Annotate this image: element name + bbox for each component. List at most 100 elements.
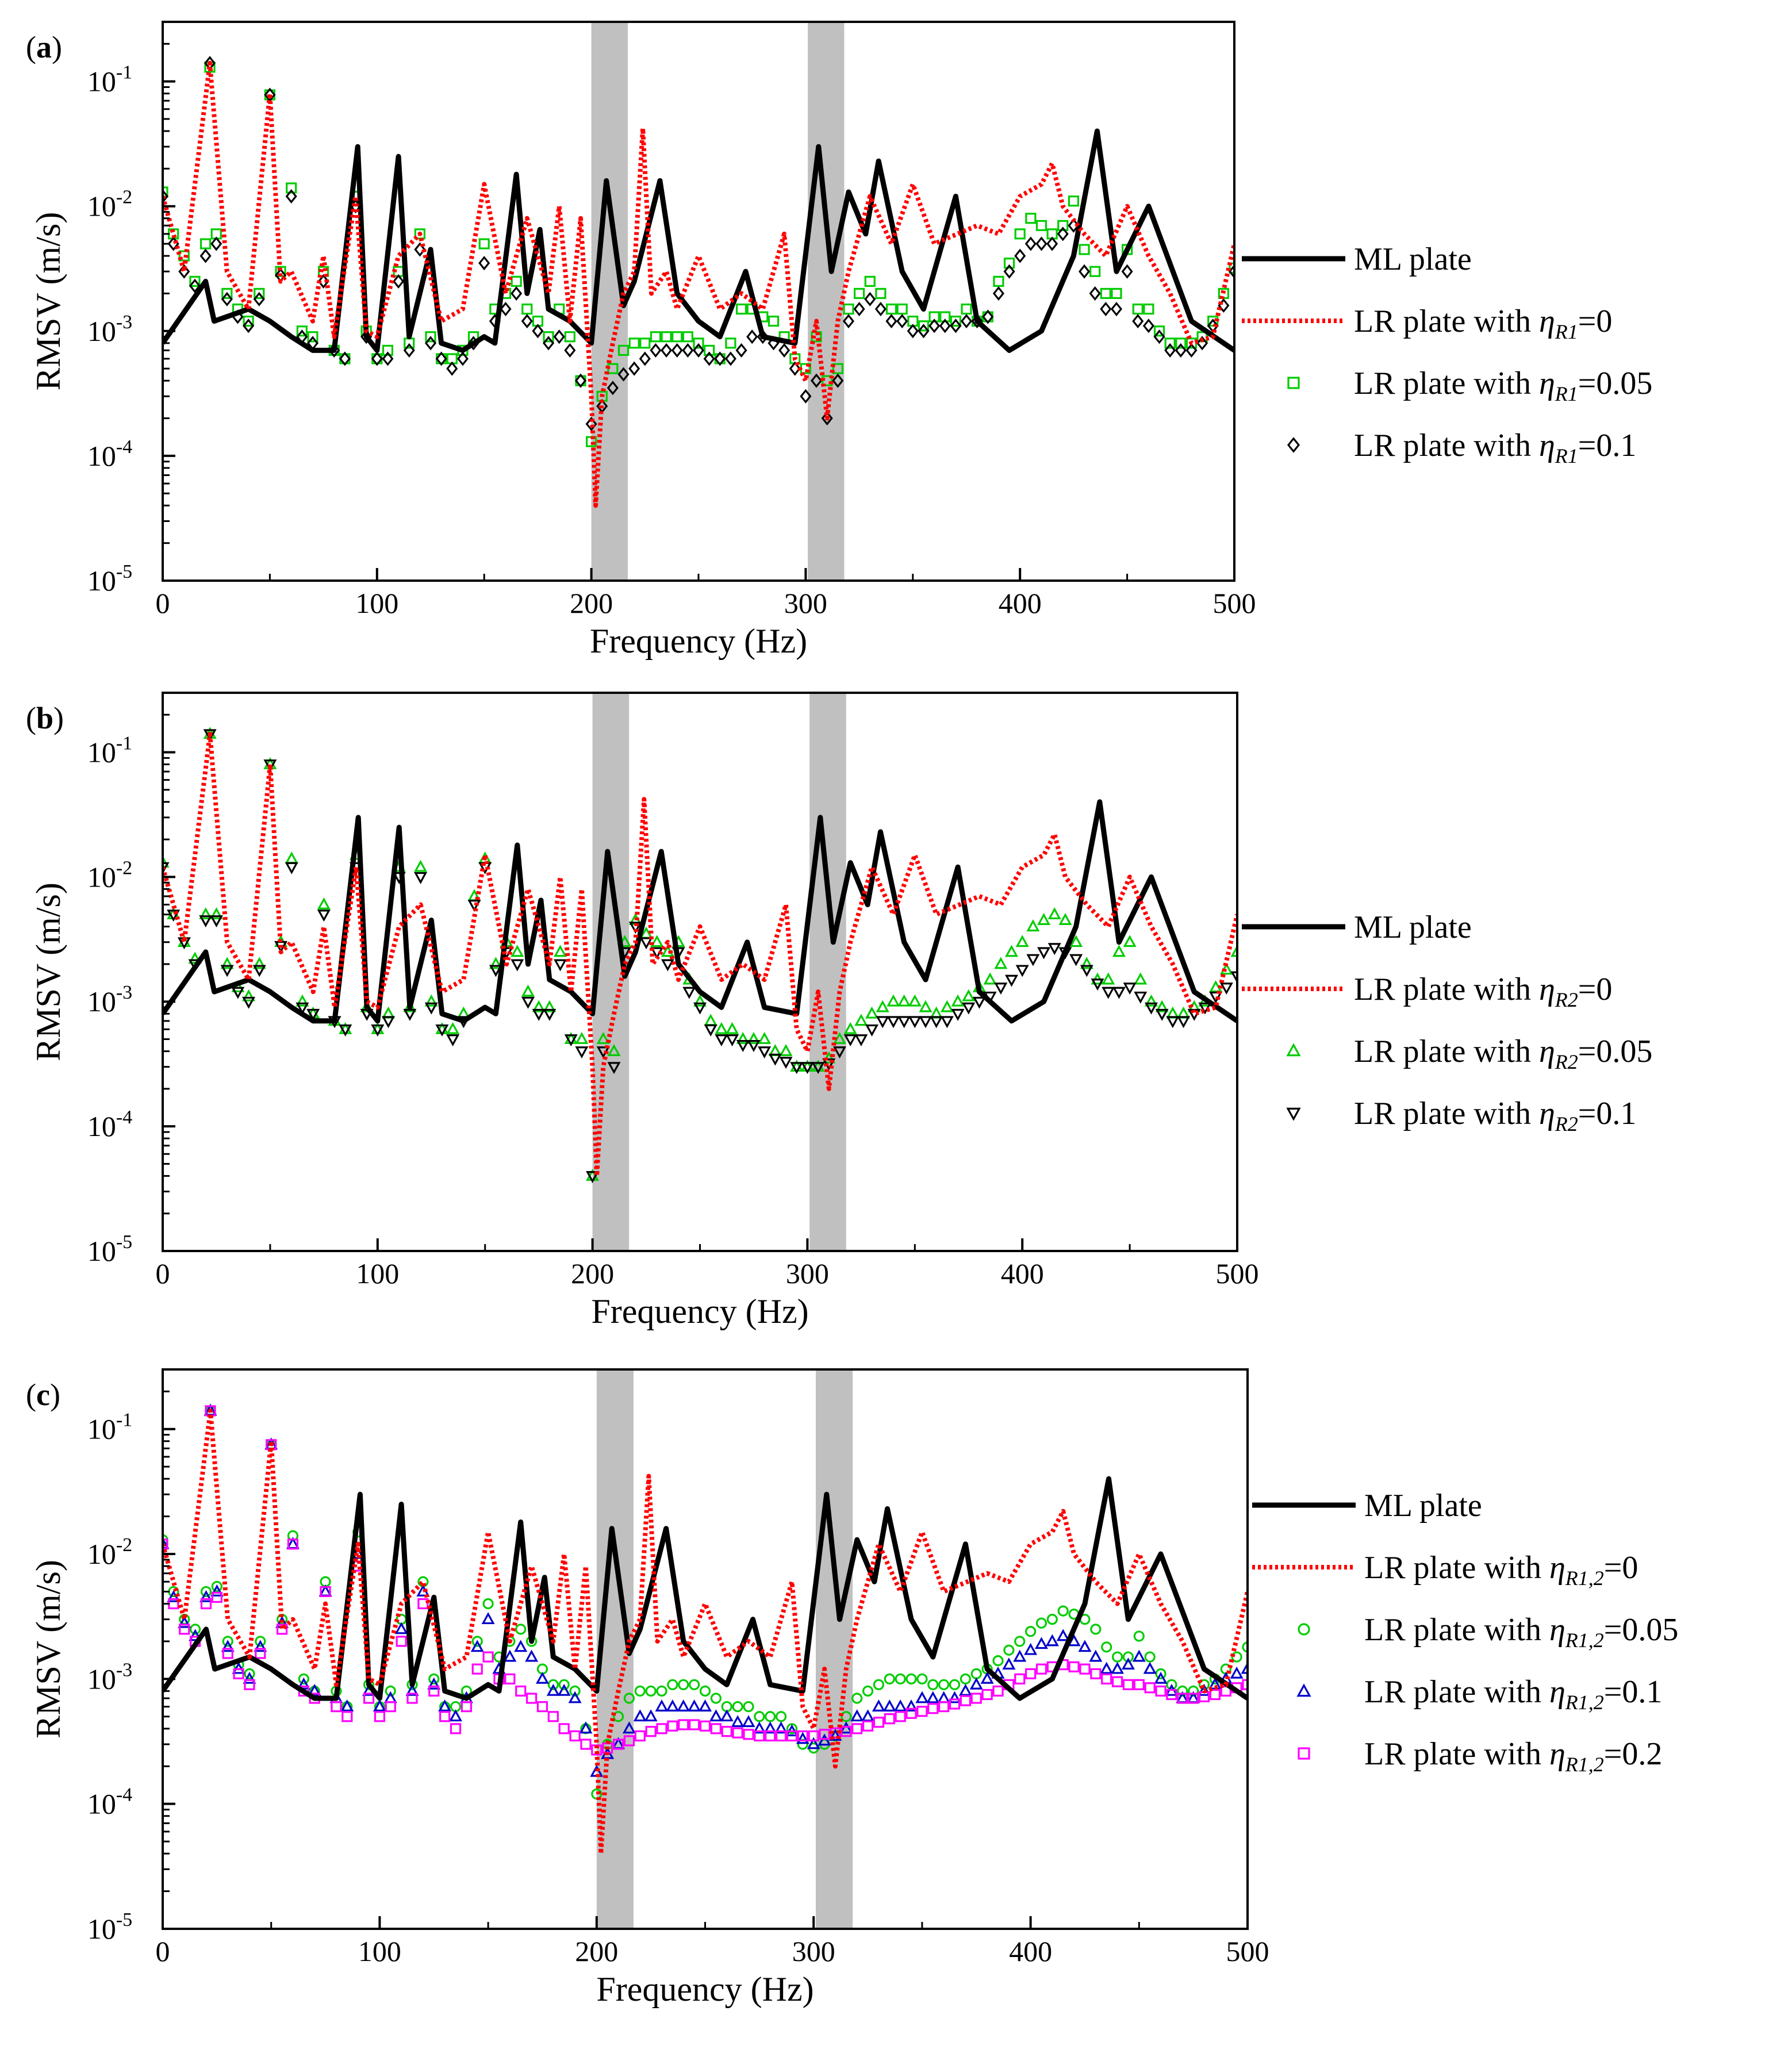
data-point (1188, 1693, 1199, 1704)
data-point (1155, 1000, 1169, 1012)
data-point (885, 314, 897, 329)
data-point (1046, 1614, 1058, 1625)
data-point (363, 1693, 375, 1704)
data-point (404, 337, 415, 349)
data-point (699, 1685, 711, 1697)
data-point (819, 1729, 830, 1740)
data-point (763, 1721, 777, 1734)
data-point (554, 945, 567, 957)
data-point (884, 1713, 895, 1725)
data-point (982, 311, 993, 323)
data-point (1177, 1016, 1191, 1029)
legend-item-1: ML plate (1242, 910, 1472, 945)
data-point (853, 302, 865, 317)
data-point (243, 316, 254, 327)
legend-swatch (1298, 1747, 1310, 1760)
legend-label: LR plate with ηR2=0 (1354, 972, 1612, 1011)
plot-area (163, 1403, 1248, 1856)
data-point (569, 1730, 581, 1742)
data-point (255, 1648, 266, 1659)
data-point (950, 318, 962, 333)
data-point (553, 329, 565, 344)
data-point (263, 759, 277, 772)
data-point (841, 1726, 852, 1737)
x-axis-title: Frequency (Hz) (590, 622, 807, 660)
data-point (564, 1034, 578, 1047)
data-point (546, 1683, 560, 1696)
panel-label: (a) (26, 30, 62, 64)
data-point (222, 1648, 233, 1659)
data-point (579, 1721, 593, 1734)
data-point (758, 1032, 772, 1044)
series-1-line (163, 128, 1234, 353)
data-point (747, 1040, 761, 1052)
data-point (435, 351, 447, 366)
data-point (1046, 236, 1058, 251)
data-point (882, 1699, 896, 1712)
data-point (765, 1730, 776, 1742)
data-point (1102, 972, 1115, 985)
data-point (810, 373, 823, 388)
data-point (724, 351, 736, 366)
data-point (779, 1057, 793, 1069)
data-point (656, 1685, 667, 1697)
data-point (414, 859, 428, 872)
plot-area (163, 56, 1234, 508)
data-point (446, 361, 458, 376)
data-point (908, 994, 922, 1007)
data-point (222, 1636, 233, 1647)
data-point (650, 331, 662, 343)
data-point (536, 1701, 548, 1713)
data-point (960, 314, 973, 329)
data-point (671, 343, 683, 358)
data-point (406, 1693, 418, 1704)
legend-label: LR plate with ηR1=0.1 (1354, 428, 1636, 467)
x-tick-label: 300 (786, 1257, 829, 1290)
data-point (919, 1016, 933, 1029)
data-point (1024, 1668, 1037, 1679)
data-point (682, 987, 696, 999)
data-point (790, 1062, 804, 1075)
data-point (715, 1022, 728, 1034)
data-point (210, 1584, 224, 1597)
data-point (1101, 1641, 1112, 1653)
data-point (940, 1016, 954, 1029)
data-point (661, 959, 674, 972)
legend-item-2: LR plate with ηR1,2=0 (1252, 1550, 1638, 1590)
data-point (644, 1709, 658, 1722)
data-point (612, 1739, 624, 1750)
data-point (405, 1683, 419, 1696)
data-point (1089, 266, 1101, 277)
data-point (1003, 264, 1015, 279)
legend-label: LR plate with ηR1,2=0.1 (1364, 1674, 1662, 1714)
data-point (1034, 1637, 1048, 1649)
data-point (199, 248, 212, 263)
data-point (1045, 1634, 1059, 1647)
data-point (1058, 913, 1072, 925)
data-point (915, 1691, 929, 1703)
data-point (190, 1624, 201, 1635)
legend-label: LR plate with ηR2=0.1 (1354, 1096, 1636, 1135)
data-point (203, 729, 217, 742)
data-point (307, 331, 319, 343)
data-point (220, 957, 234, 969)
data-point (393, 274, 405, 289)
legend-label: LR plate with ηR1=0.05 (1354, 366, 1652, 405)
data-point (287, 1538, 299, 1550)
y-tick-label: 10-1 (87, 732, 132, 768)
data-point (564, 331, 575, 343)
data-point (1155, 1685, 1166, 1697)
data-point (515, 1624, 527, 1635)
data-point (371, 351, 383, 366)
data-point (951, 1008, 965, 1021)
data-point (828, 1728, 842, 1741)
data-point (385, 1701, 396, 1713)
data-point (482, 1651, 494, 1663)
data-point (786, 1730, 798, 1742)
data-point (938, 1701, 950, 1713)
data-point (841, 1711, 852, 1722)
data-point (478, 238, 490, 250)
data-point (677, 1699, 690, 1712)
data-point (667, 1720, 678, 1732)
data-point (425, 331, 436, 343)
